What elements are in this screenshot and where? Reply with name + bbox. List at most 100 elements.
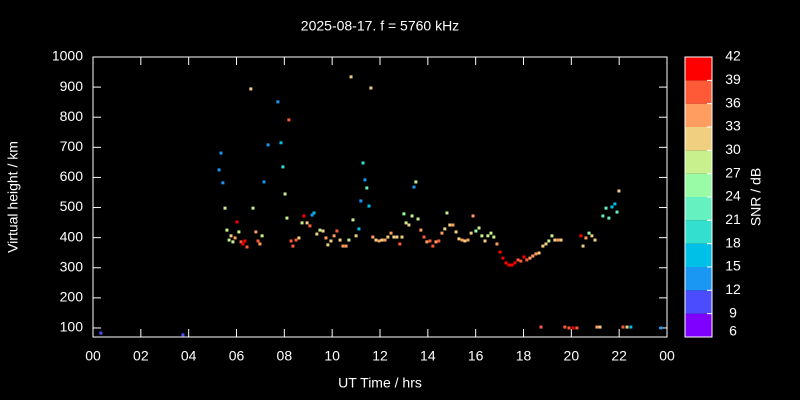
point [312, 211, 316, 215]
point [276, 100, 280, 104]
point [407, 223, 411, 227]
point [469, 231, 473, 235]
point [550, 234, 554, 238]
point [235, 220, 239, 224]
point [519, 259, 523, 263]
point [389, 231, 393, 235]
point [563, 325, 567, 329]
point [291, 244, 295, 248]
point [556, 238, 560, 242]
point [516, 258, 520, 262]
point [300, 221, 304, 225]
point [347, 238, 351, 242]
point [590, 234, 594, 238]
y-axis-label: Virtual height / km [5, 141, 21, 253]
point [302, 214, 306, 218]
y-tick-label: 500 [60, 198, 84, 214]
point [531, 254, 535, 258]
point [383, 238, 387, 242]
point [434, 240, 438, 244]
point [287, 118, 291, 122]
point [595, 325, 599, 329]
point [404, 221, 408, 225]
point [525, 258, 529, 262]
point [285, 216, 289, 220]
y-tick-label: 900 [60, 78, 84, 94]
point [221, 181, 225, 185]
x-tick-label: 22 [611, 348, 627, 364]
point [477, 226, 481, 230]
point [266, 143, 270, 147]
point [414, 180, 418, 184]
point [335, 229, 339, 233]
colorbar-tick-label: 42 [725, 48, 741, 64]
point [454, 230, 458, 234]
y-tick-label: 300 [60, 258, 84, 274]
point [445, 211, 449, 215]
point [504, 261, 508, 265]
point [613, 202, 617, 206]
y-tick-label: 700 [60, 138, 84, 154]
point [380, 238, 384, 242]
x-tick-label: 02 [133, 348, 149, 364]
chart-title: 2025-08-17. f = 5760 kHz [301, 18, 459, 34]
point [486, 234, 490, 238]
point [231, 240, 235, 244]
point [460, 238, 464, 242]
point [365, 186, 369, 190]
x-tick-label: 00 [659, 348, 675, 364]
point [587, 231, 591, 235]
point [326, 243, 330, 247]
point [463, 239, 467, 243]
point [256, 239, 260, 243]
point [437, 239, 441, 243]
point [341, 244, 345, 248]
colorbar-segment [685, 220, 712, 244]
point [451, 223, 455, 227]
point [329, 239, 333, 243]
point [338, 238, 342, 242]
point [402, 212, 406, 216]
point [598, 325, 602, 329]
point [610, 205, 614, 209]
colorbar-label: SNR / dB [748, 168, 764, 226]
point [522, 255, 526, 259]
x-tick-label: 12 [372, 348, 388, 364]
point [539, 325, 543, 329]
point [607, 216, 611, 220]
colorbar-tick-label: 12 [725, 281, 741, 297]
point [225, 228, 229, 232]
colorbar-segment [685, 80, 712, 104]
point [428, 239, 432, 243]
colorbar-segment [685, 57, 712, 81]
point [416, 217, 420, 221]
point [410, 214, 414, 218]
point [571, 326, 575, 330]
point [659, 326, 663, 330]
point [223, 206, 227, 210]
point [258, 242, 262, 246]
point [510, 263, 514, 267]
point [629, 325, 633, 329]
point [262, 180, 266, 184]
point [513, 261, 517, 265]
point [604, 206, 608, 210]
point [279, 141, 283, 145]
point [559, 238, 563, 242]
point [386, 235, 390, 239]
point [254, 230, 258, 234]
point [448, 223, 452, 227]
x-tick-label: 00 [85, 348, 101, 364]
point [219, 151, 223, 155]
point [260, 234, 264, 238]
x-tick-label: 18 [516, 348, 532, 364]
point [227, 238, 231, 242]
point [398, 242, 402, 246]
point [419, 228, 423, 232]
point [466, 238, 470, 242]
colorbar-segment [685, 243, 712, 267]
point [621, 325, 625, 329]
colorbar-tick-label: 6 [729, 323, 737, 339]
